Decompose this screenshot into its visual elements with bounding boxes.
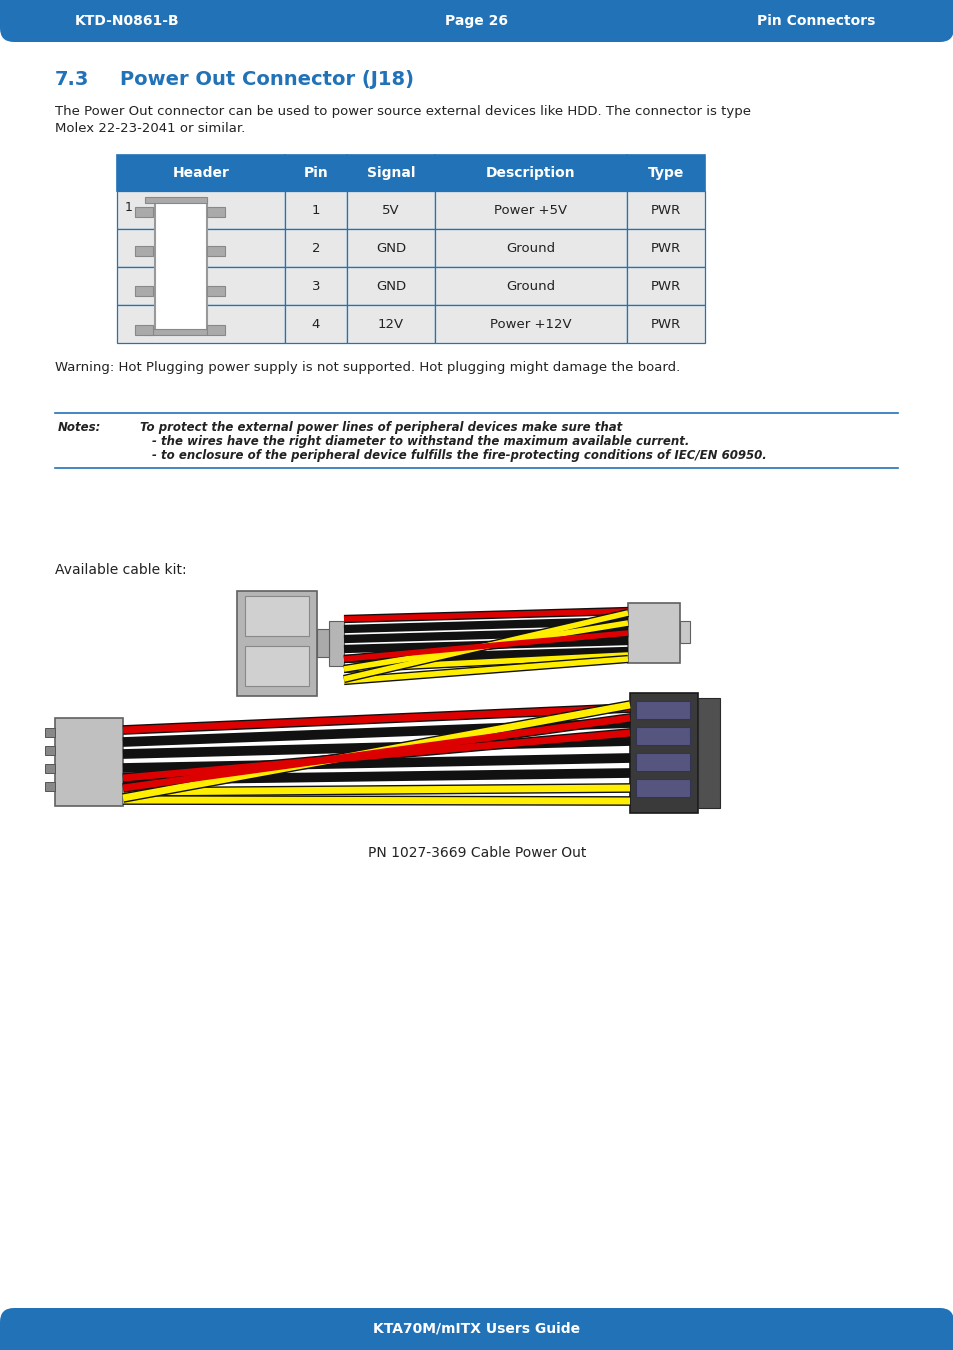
Bar	[45, 782, 55, 791]
Bar	[135, 286, 152, 296]
Text: Pin: Pin	[303, 166, 328, 180]
Bar	[435, 267, 626, 305]
Text: Warning: Hot Plugging power supply is not supported. Hot plugging might damage t: Warning: Hot Plugging power supply is no…	[55, 360, 679, 374]
Bar	[347, 230, 435, 267]
Text: Pin Connectors: Pin Connectors	[756, 14, 874, 28]
Text: Available cable kit:: Available cable kit:	[55, 563, 187, 576]
Bar	[285, 190, 347, 230]
Bar	[207, 207, 225, 217]
Bar	[0, 0, 953, 20]
Bar	[347, 190, 435, 230]
Bar	[636, 728, 689, 745]
Bar	[626, 267, 704, 305]
Bar	[135, 246, 152, 256]
Text: PWR: PWR	[650, 279, 680, 293]
Text: 2: 2	[312, 242, 320, 255]
Bar	[207, 246, 225, 256]
Text: 5V: 5V	[382, 204, 399, 216]
Bar	[435, 190, 626, 230]
Bar	[154, 198, 207, 333]
Bar	[636, 779, 689, 796]
Bar	[435, 305, 626, 343]
Text: PWR: PWR	[650, 204, 680, 216]
Bar	[145, 329, 207, 335]
Bar	[117, 230, 285, 267]
Text: 1: 1	[125, 201, 132, 215]
Text: Type: Type	[647, 166, 683, 180]
Bar	[245, 595, 309, 636]
Text: Ground: Ground	[506, 242, 555, 255]
Bar	[45, 747, 55, 755]
Bar	[627, 603, 679, 663]
Bar	[135, 207, 152, 217]
Text: Power +12V: Power +12V	[490, 317, 571, 331]
Text: - to enclosure of the peripheral device fulfills the fire-protecting conditions : - to enclosure of the peripheral device …	[152, 450, 766, 462]
Bar	[636, 701, 689, 720]
Bar	[45, 764, 55, 774]
Bar	[636, 753, 689, 771]
Bar	[329, 621, 344, 666]
Text: Ground: Ground	[506, 279, 555, 293]
Bar	[245, 647, 309, 686]
Text: 3: 3	[312, 279, 320, 293]
Text: Signal: Signal	[366, 166, 415, 180]
Bar	[316, 629, 329, 657]
Bar	[117, 267, 285, 305]
Bar	[629, 693, 698, 813]
Bar	[347, 267, 435, 305]
Bar	[626, 190, 704, 230]
Text: PWR: PWR	[650, 317, 680, 331]
Text: 7.3: 7.3	[55, 70, 90, 89]
Text: Power Out Connector (J18): Power Out Connector (J18)	[120, 70, 414, 89]
Bar	[285, 155, 347, 190]
Bar	[117, 305, 285, 343]
Text: Description: Description	[486, 166, 576, 180]
Bar	[679, 621, 689, 643]
Text: 4: 4	[312, 317, 320, 331]
Text: To protect the external power lines of peripheral devices make sure that: To protect the external power lines of p…	[140, 421, 621, 433]
Text: Molex 22-23-2041 or similar.: Molex 22-23-2041 or similar.	[55, 122, 245, 135]
Bar	[285, 305, 347, 343]
Bar	[626, 155, 704, 190]
Bar	[698, 698, 720, 809]
Bar	[45, 728, 55, 737]
Text: GND: GND	[375, 279, 406, 293]
Text: PN 1027-3669 Cable Power Out: PN 1027-3669 Cable Power Out	[368, 846, 585, 860]
Text: Header: Header	[172, 166, 230, 180]
Text: PWR: PWR	[650, 242, 680, 255]
Bar	[55, 718, 123, 806]
Bar	[135, 325, 152, 335]
Bar	[117, 190, 285, 230]
FancyBboxPatch shape	[0, 1308, 953, 1350]
Bar	[435, 230, 626, 267]
Text: GND: GND	[375, 242, 406, 255]
Bar	[117, 155, 285, 190]
Text: KTA70M/mITX Users Guide: KTA70M/mITX Users Guide	[373, 1322, 580, 1336]
Bar	[285, 230, 347, 267]
Text: 12V: 12V	[377, 317, 404, 331]
Text: The Power Out connector can be used to power source external devices like HDD. T: The Power Out connector can be used to p…	[55, 105, 750, 117]
Text: 1: 1	[312, 204, 320, 216]
Text: KTD-N0861-B: KTD-N0861-B	[75, 14, 179, 28]
Bar	[285, 267, 347, 305]
Text: Power +5V: Power +5V	[494, 204, 567, 216]
Bar	[0, 1330, 953, 1350]
Bar	[145, 197, 207, 202]
Text: Page 26: Page 26	[445, 14, 508, 28]
Bar	[207, 325, 225, 335]
Bar	[435, 155, 626, 190]
Bar	[626, 305, 704, 343]
Text: - the wires have the right diameter to withstand the maximum available current.: - the wires have the right diameter to w…	[152, 435, 689, 448]
Bar	[236, 591, 316, 697]
Bar	[347, 305, 435, 343]
Bar	[626, 230, 704, 267]
FancyBboxPatch shape	[0, 0, 953, 42]
Bar	[207, 286, 225, 296]
Text: Notes:: Notes:	[58, 421, 101, 433]
Bar	[347, 155, 435, 190]
